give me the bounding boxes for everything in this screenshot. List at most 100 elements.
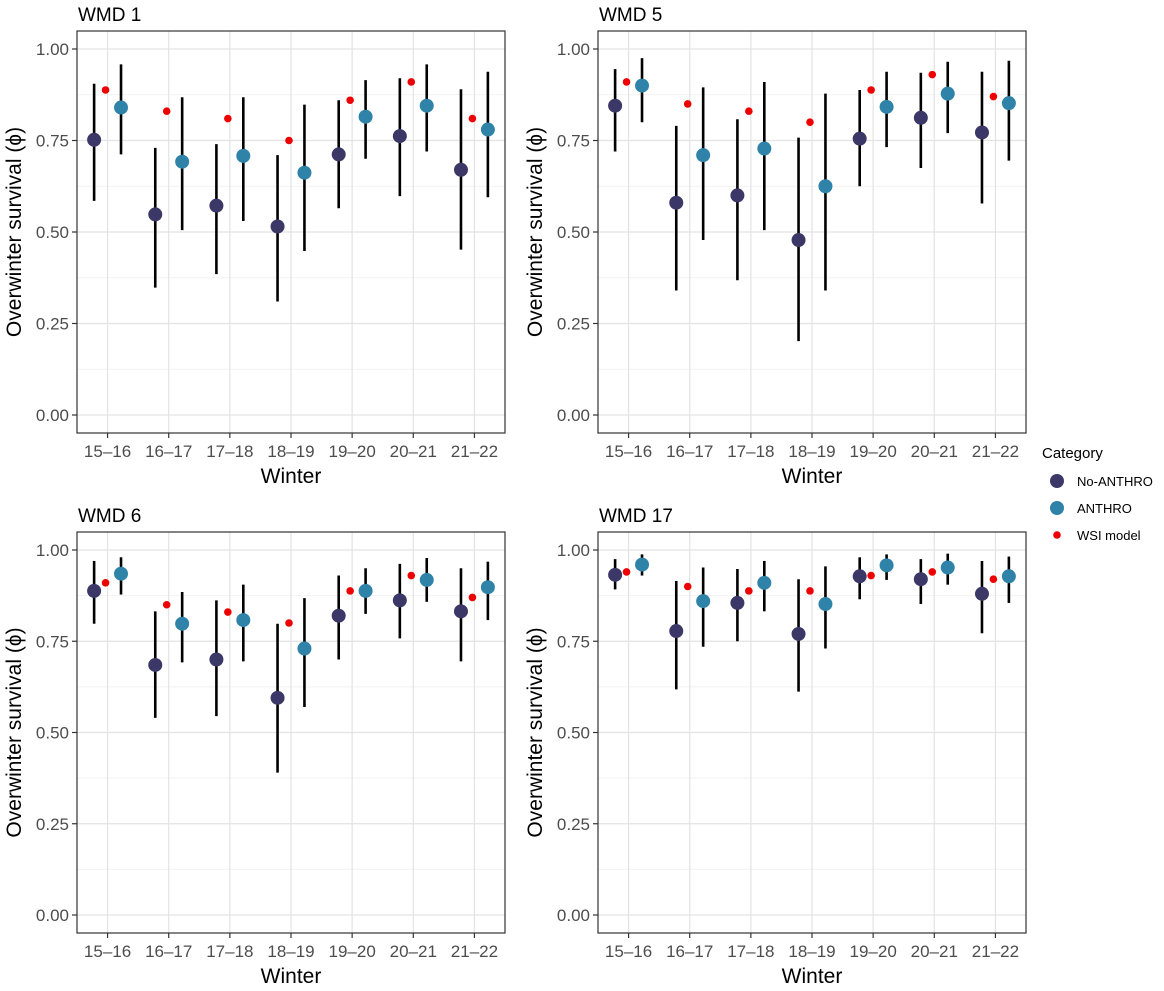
x-tick-label: 20–21 [911,942,958,961]
x-tick-label: 19–20 [329,442,376,461]
anthro-point [757,141,772,156]
anthro-point [358,109,373,124]
no-anthro-point [453,604,468,619]
no-anthro-point [669,624,684,639]
x-tick-label: 19–20 [850,442,897,461]
x-tick-label: 16–17 [145,442,192,461]
no-anthro-point [392,593,407,608]
no-anthro-point [453,162,468,177]
x-tick-label: 18–19 [267,442,314,461]
wsi-model-point [407,78,416,86]
x-tick-label: 20–21 [390,942,437,961]
anthro-point [297,165,312,180]
wsi-model-point [928,70,937,79]
anthro-point [696,594,711,609]
x-tick-label: 17–18 [727,442,774,461]
anthro-point [114,100,129,115]
wsi-model-point [346,587,354,595]
y-tick-label: 0.00 [557,406,590,425]
wsi-model-point [224,608,232,616]
panel-title: WMD 17 [599,506,673,527]
panel-title: WMD 1 [78,5,141,26]
no-anthro-point [852,131,867,146]
wsi-model-point [162,107,171,116]
wsi-model-point [407,571,416,580]
x-tick-label: 19–20 [850,942,897,961]
no-anthro-point [392,129,407,144]
panel-title: WMD 6 [78,506,141,527]
anthro-point [635,557,650,572]
no-anthro-point [913,110,928,125]
anthro-point [236,148,251,163]
no-anthro-point [791,233,806,248]
anthro-point [940,560,955,575]
no-anthro-point [331,147,346,162]
y-axis-title: Overwinter survival (ϕ) [3,127,26,337]
x-tick-label: 15–16 [84,442,131,461]
y-tick-label: 0.50 [557,223,590,242]
y-tick-label: 0.25 [557,815,590,834]
panel-3: 0.00 0.25 0.50 0.75 1.00 15–16 16–17 17–18 18–19… [3,506,506,988]
wsi-model-point [622,568,631,576]
y-tick-label: 0.75 [557,132,590,151]
x-tick-label: 17–18 [206,942,253,961]
wsi-model-point [468,114,477,123]
x-tick-label: 18–19 [788,942,835,961]
anthro-point [419,572,434,587]
wsi-model-point [806,587,814,595]
legend-title: Category [1042,445,1103,462]
legend-label-2: ANTHRO [1077,501,1132,516]
anthro-point [175,154,190,169]
y-tick-label: 0.75 [557,632,590,651]
x-axis-title: Winter [261,465,322,488]
x-axis-title: Winter [782,465,843,488]
x-tick-label: 20–21 [911,442,958,461]
no-anthro-point [270,219,285,234]
no-anthro-point [331,608,346,623]
y-tick-label: 1.00 [36,40,69,59]
anthro-point [419,98,434,113]
wsi-model-point [224,114,232,123]
y-tick-label: 0.25 [36,815,69,834]
y-tick-label: 0.00 [36,906,69,925]
x-tick-label: 16–17 [145,942,192,961]
y-tick-label: 0.50 [557,724,590,743]
wsi-model-point [989,92,998,101]
y-tick-label: 0.25 [557,315,590,334]
wsi-model-point [683,100,692,108]
wsi-model-point [867,86,875,94]
legend: Category No-ANTHRO ANTHRO WSI model [1042,445,1153,543]
no-anthro-point [148,207,163,222]
anthro-point [175,616,190,631]
x-tick-label: 19–20 [329,942,376,961]
x-tick-label: 15–16 [605,942,652,961]
x-tick-label: 15–16 [84,942,131,961]
anthro-point [879,558,894,573]
anthro-point [818,597,833,612]
no-anthro-point [148,657,163,672]
wsi-model-point [989,575,998,583]
anthro-point [879,99,894,114]
no-anthro-point [608,567,623,582]
wsi-model-point [285,619,293,627]
x-tick-label: 15–16 [605,442,652,461]
anthro-point [757,575,772,590]
panel-4: 0.00 0.25 0.50 0.75 1.00 15–16 16–17 17–18 18–19… [524,506,1027,988]
no-anthro-point [669,195,684,210]
y-tick-label: 0.75 [36,632,69,651]
y-axis-title: Overwinter survival (ϕ) [524,627,547,837]
x-tick-label: 21–22 [451,442,498,461]
legend-label-3: WSI model [1077,528,1141,543]
no-anthro-point [209,652,224,667]
y-axis-title: Overwinter survival (ϕ) [524,127,547,337]
no-anthro-point [791,626,806,641]
y-tick-label: 0.50 [36,724,69,743]
no-anthro-point [608,98,623,113]
y-tick-label: 0.00 [36,406,69,425]
x-tick-label: 17–18 [206,442,253,461]
wsi-model-point [101,579,110,587]
no-anthro-point [209,198,224,213]
anthro-point [940,86,955,101]
y-tick-label: 0.00 [557,906,590,925]
panel-title: WMD 5 [599,5,662,26]
